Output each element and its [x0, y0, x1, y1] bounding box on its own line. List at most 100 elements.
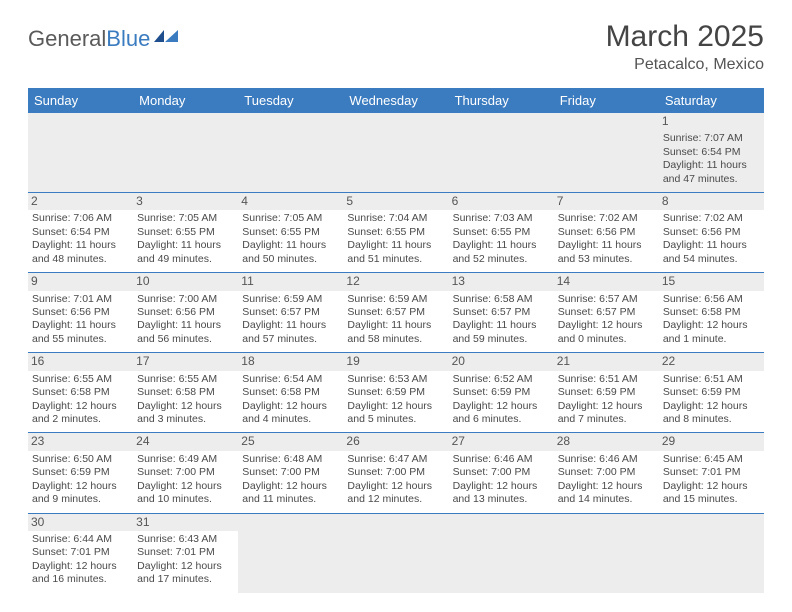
sunrise-line: Sunrise: 6:59 AM — [347, 293, 444, 306]
daylight-line: Daylight: 11 hours and 53 minutes. — [558, 239, 655, 266]
day-number: 5 — [343, 193, 448, 210]
day-number: 21 — [554, 353, 659, 370]
sunrise-line: Sunrise: 7:06 AM — [32, 212, 129, 225]
daylight-line: Daylight: 12 hours and 13 minutes. — [453, 480, 550, 507]
daylight-line: Daylight: 12 hours and 2 minutes. — [32, 400, 129, 427]
sunrise-line: Sunrise: 6:52 AM — [453, 373, 550, 386]
calendar-cell: 10Sunrise: 7:00 AMSunset: 6:56 PMDayligh… — [133, 273, 238, 353]
sunset-line: Sunset: 6:55 PM — [242, 226, 339, 239]
calendar-cell: 30Sunrise: 6:44 AMSunset: 7:01 PMDayligh… — [28, 513, 133, 593]
sunset-line: Sunset: 6:57 PM — [453, 306, 550, 319]
daylight-line: Daylight: 11 hours and 52 minutes. — [453, 239, 550, 266]
day-number: 1 — [659, 113, 764, 130]
sunset-line: Sunset: 6:58 PM — [663, 306, 760, 319]
sunset-line: Sunset: 6:59 PM — [663, 386, 760, 399]
sunset-line: Sunset: 6:56 PM — [663, 226, 760, 239]
day-header: Sunday — [28, 88, 133, 113]
header: GeneralBlue March 2025 Petacalco, Mexico — [28, 20, 764, 74]
day-header: Wednesday — [343, 88, 448, 113]
day-number: 27 — [449, 433, 554, 450]
calendar-cell — [554, 113, 659, 193]
daylight-line: Daylight: 12 hours and 6 minutes. — [453, 400, 550, 427]
calendar-cell: 7Sunrise: 7:02 AMSunset: 6:56 PMDaylight… — [554, 193, 659, 273]
sunset-line: Sunset: 6:54 PM — [32, 226, 129, 239]
sunset-line: Sunset: 6:56 PM — [32, 306, 129, 319]
daylight-line: Daylight: 11 hours and 57 minutes. — [242, 319, 339, 346]
daylight-line: Daylight: 12 hours and 16 minutes. — [32, 560, 129, 587]
daylight-line: Daylight: 12 hours and 12 minutes. — [347, 480, 444, 507]
calendar-cell: 17Sunrise: 6:55 AMSunset: 6:58 PMDayligh… — [133, 353, 238, 433]
day-number: 12 — [343, 273, 448, 290]
daylight-line: Daylight: 12 hours and 8 minutes. — [663, 400, 760, 427]
calendar-cell: 20Sunrise: 6:52 AMSunset: 6:59 PMDayligh… — [449, 353, 554, 433]
sunset-line: Sunset: 7:00 PM — [558, 466, 655, 479]
sunrise-line: Sunrise: 6:43 AM — [137, 533, 234, 546]
daylight-line: Daylight: 12 hours and 4 minutes. — [242, 400, 339, 427]
day-number: 20 — [449, 353, 554, 370]
daylight-line: Daylight: 11 hours and 55 minutes. — [32, 319, 129, 346]
day-header: Monday — [133, 88, 238, 113]
day-number: 15 — [659, 273, 764, 290]
sunrise-line: Sunrise: 7:00 AM — [137, 293, 234, 306]
title-block: March 2025 Petacalco, Mexico — [606, 20, 764, 74]
day-number: 2 — [28, 193, 133, 210]
sunrise-line: Sunrise: 6:58 AM — [453, 293, 550, 306]
day-number: 29 — [659, 433, 764, 450]
sunrise-line: Sunrise: 6:46 AM — [453, 453, 550, 466]
logo-word-2: Blue — [106, 26, 150, 51]
sunset-line: Sunset: 7:01 PM — [663, 466, 760, 479]
calendar-cell: 13Sunrise: 6:58 AMSunset: 6:57 PMDayligh… — [449, 273, 554, 353]
sunset-line: Sunset: 7:00 PM — [242, 466, 339, 479]
sunrise-line: Sunrise: 6:53 AM — [347, 373, 444, 386]
calendar-cell: 19Sunrise: 6:53 AMSunset: 6:59 PMDayligh… — [343, 353, 448, 433]
sunrise-line: Sunrise: 7:02 AM — [558, 212, 655, 225]
daylight-line: Daylight: 12 hours and 1 minute. — [663, 319, 760, 346]
day-number: 10 — [133, 273, 238, 290]
sunset-line: Sunset: 6:55 PM — [453, 226, 550, 239]
sunrise-line: Sunrise: 6:54 AM — [242, 373, 339, 386]
day-number: 17 — [133, 353, 238, 370]
sunrise-line: Sunrise: 6:51 AM — [558, 373, 655, 386]
calendar-body: 1Sunrise: 7:07 AMSunset: 6:54 PMDaylight… — [28, 113, 764, 593]
daylight-line: Daylight: 12 hours and 3 minutes. — [137, 400, 234, 427]
sunrise-line: Sunrise: 7:05 AM — [137, 212, 234, 225]
daylight-line: Daylight: 11 hours and 49 minutes. — [137, 239, 234, 266]
sunrise-line: Sunrise: 6:57 AM — [558, 293, 655, 306]
sunrise-line: Sunrise: 6:49 AM — [137, 453, 234, 466]
calendar-cell: 18Sunrise: 6:54 AMSunset: 6:58 PMDayligh… — [238, 353, 343, 433]
daylight-line: Daylight: 12 hours and 17 minutes. — [137, 560, 234, 587]
day-number: 22 — [659, 353, 764, 370]
sunrise-line: Sunrise: 7:03 AM — [453, 212, 550, 225]
day-number: 3 — [133, 193, 238, 210]
day-number: 9 — [28, 273, 133, 290]
calendar-cell: 3 Sunrise: 7:05 AMSunset: 6:55 PMDaylight… — [133, 193, 238, 273]
sunset-line: Sunset: 6:55 PM — [137, 226, 234, 239]
sunset-line: Sunset: 6:56 PM — [137, 306, 234, 319]
day-header: Friday — [554, 88, 659, 113]
sunset-line: Sunset: 6:59 PM — [32, 466, 129, 479]
calendar-cell — [659, 513, 764, 593]
sunrise-line: Sunrise: 6:51 AM — [663, 373, 760, 386]
sunset-line: Sunset: 7:00 PM — [453, 466, 550, 479]
calendar-cell: 28Sunrise: 6:46 AMSunset: 7:00 PMDayligh… — [554, 433, 659, 513]
calendar-table: SundayMondayTuesdayWednesdayThursdayFrid… — [28, 88, 764, 593]
calendar-cell: 1Sunrise: 7:07 AMSunset: 6:54 PMDaylight… — [659, 113, 764, 193]
sunrise-line: Sunrise: 6:47 AM — [347, 453, 444, 466]
day-number: 24 — [133, 433, 238, 450]
daylight-line: Daylight: 12 hours and 11 minutes. — [242, 480, 339, 507]
day-number: 11 — [238, 273, 343, 290]
daylight-line: Daylight: 12 hours and 5 minutes. — [347, 400, 444, 427]
day-number: 13 — [449, 273, 554, 290]
day-number: 4 — [238, 193, 343, 210]
calendar-cell — [133, 113, 238, 193]
logo: GeneralBlue — [28, 20, 180, 52]
day-number: 28 — [554, 433, 659, 450]
calendar-cell — [343, 513, 448, 593]
calendar-cell: 5Sunrise: 7:04 AMSunset: 6:55 PMDaylight… — [343, 193, 448, 273]
calendar-cell: 26Sunrise: 6:47 AMSunset: 7:00 PMDayligh… — [343, 433, 448, 513]
sunset-line: Sunset: 6:59 PM — [347, 386, 444, 399]
sunrise-line: Sunrise: 6:55 AM — [137, 373, 234, 386]
calendar-cell: 24Sunrise: 6:49 AMSunset: 7:00 PMDayligh… — [133, 433, 238, 513]
logo-word-1: General — [28, 26, 106, 51]
calendar-cell: 21Sunrise: 6:51 AMSunset: 6:59 PMDayligh… — [554, 353, 659, 433]
